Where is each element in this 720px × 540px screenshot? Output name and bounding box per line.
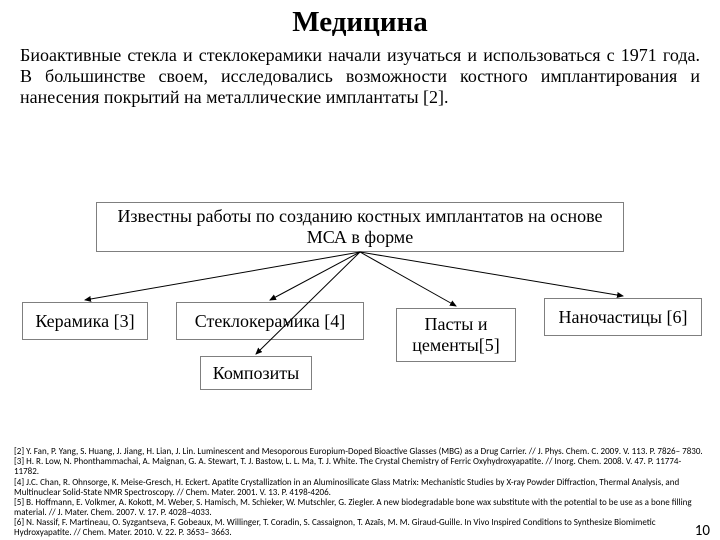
node-paste: Пасты и цементы[5]: [396, 308, 516, 362]
intro-paragraph: Биоактивные стекла и стеклокерамики нача…: [20, 45, 700, 109]
node-ceram: Керамика [3]: [22, 302, 148, 340]
reference-item: [4] J.C. Chan, R. Ohnsorge, K. Meise-Gre…: [14, 478, 706, 498]
node-nano: Наночастицы [6]: [544, 298, 702, 336]
node-comp: Композиты: [200, 356, 312, 390]
references: [2] Y. Fan, P. Yang, S. Huang, J. Jiang,…: [14, 447, 706, 538]
reference-item: [3] H. R. Low, N. Phonthammachai, A. Mai…: [14, 457, 706, 477]
node-root: Известны работы по созданию костных импл…: [96, 202, 624, 252]
reference-item: [5] B. Hoffmann, E. Volkmer, A. Kokott, …: [14, 498, 706, 518]
reference-item: [6] N. Nassif, F. Martineau, O. Syzgants…: [14, 518, 706, 538]
node-glass: Стеклокерамика [4]: [176, 302, 364, 340]
page-title: Медицина: [0, 6, 720, 39]
page-number: 10: [695, 522, 710, 540]
